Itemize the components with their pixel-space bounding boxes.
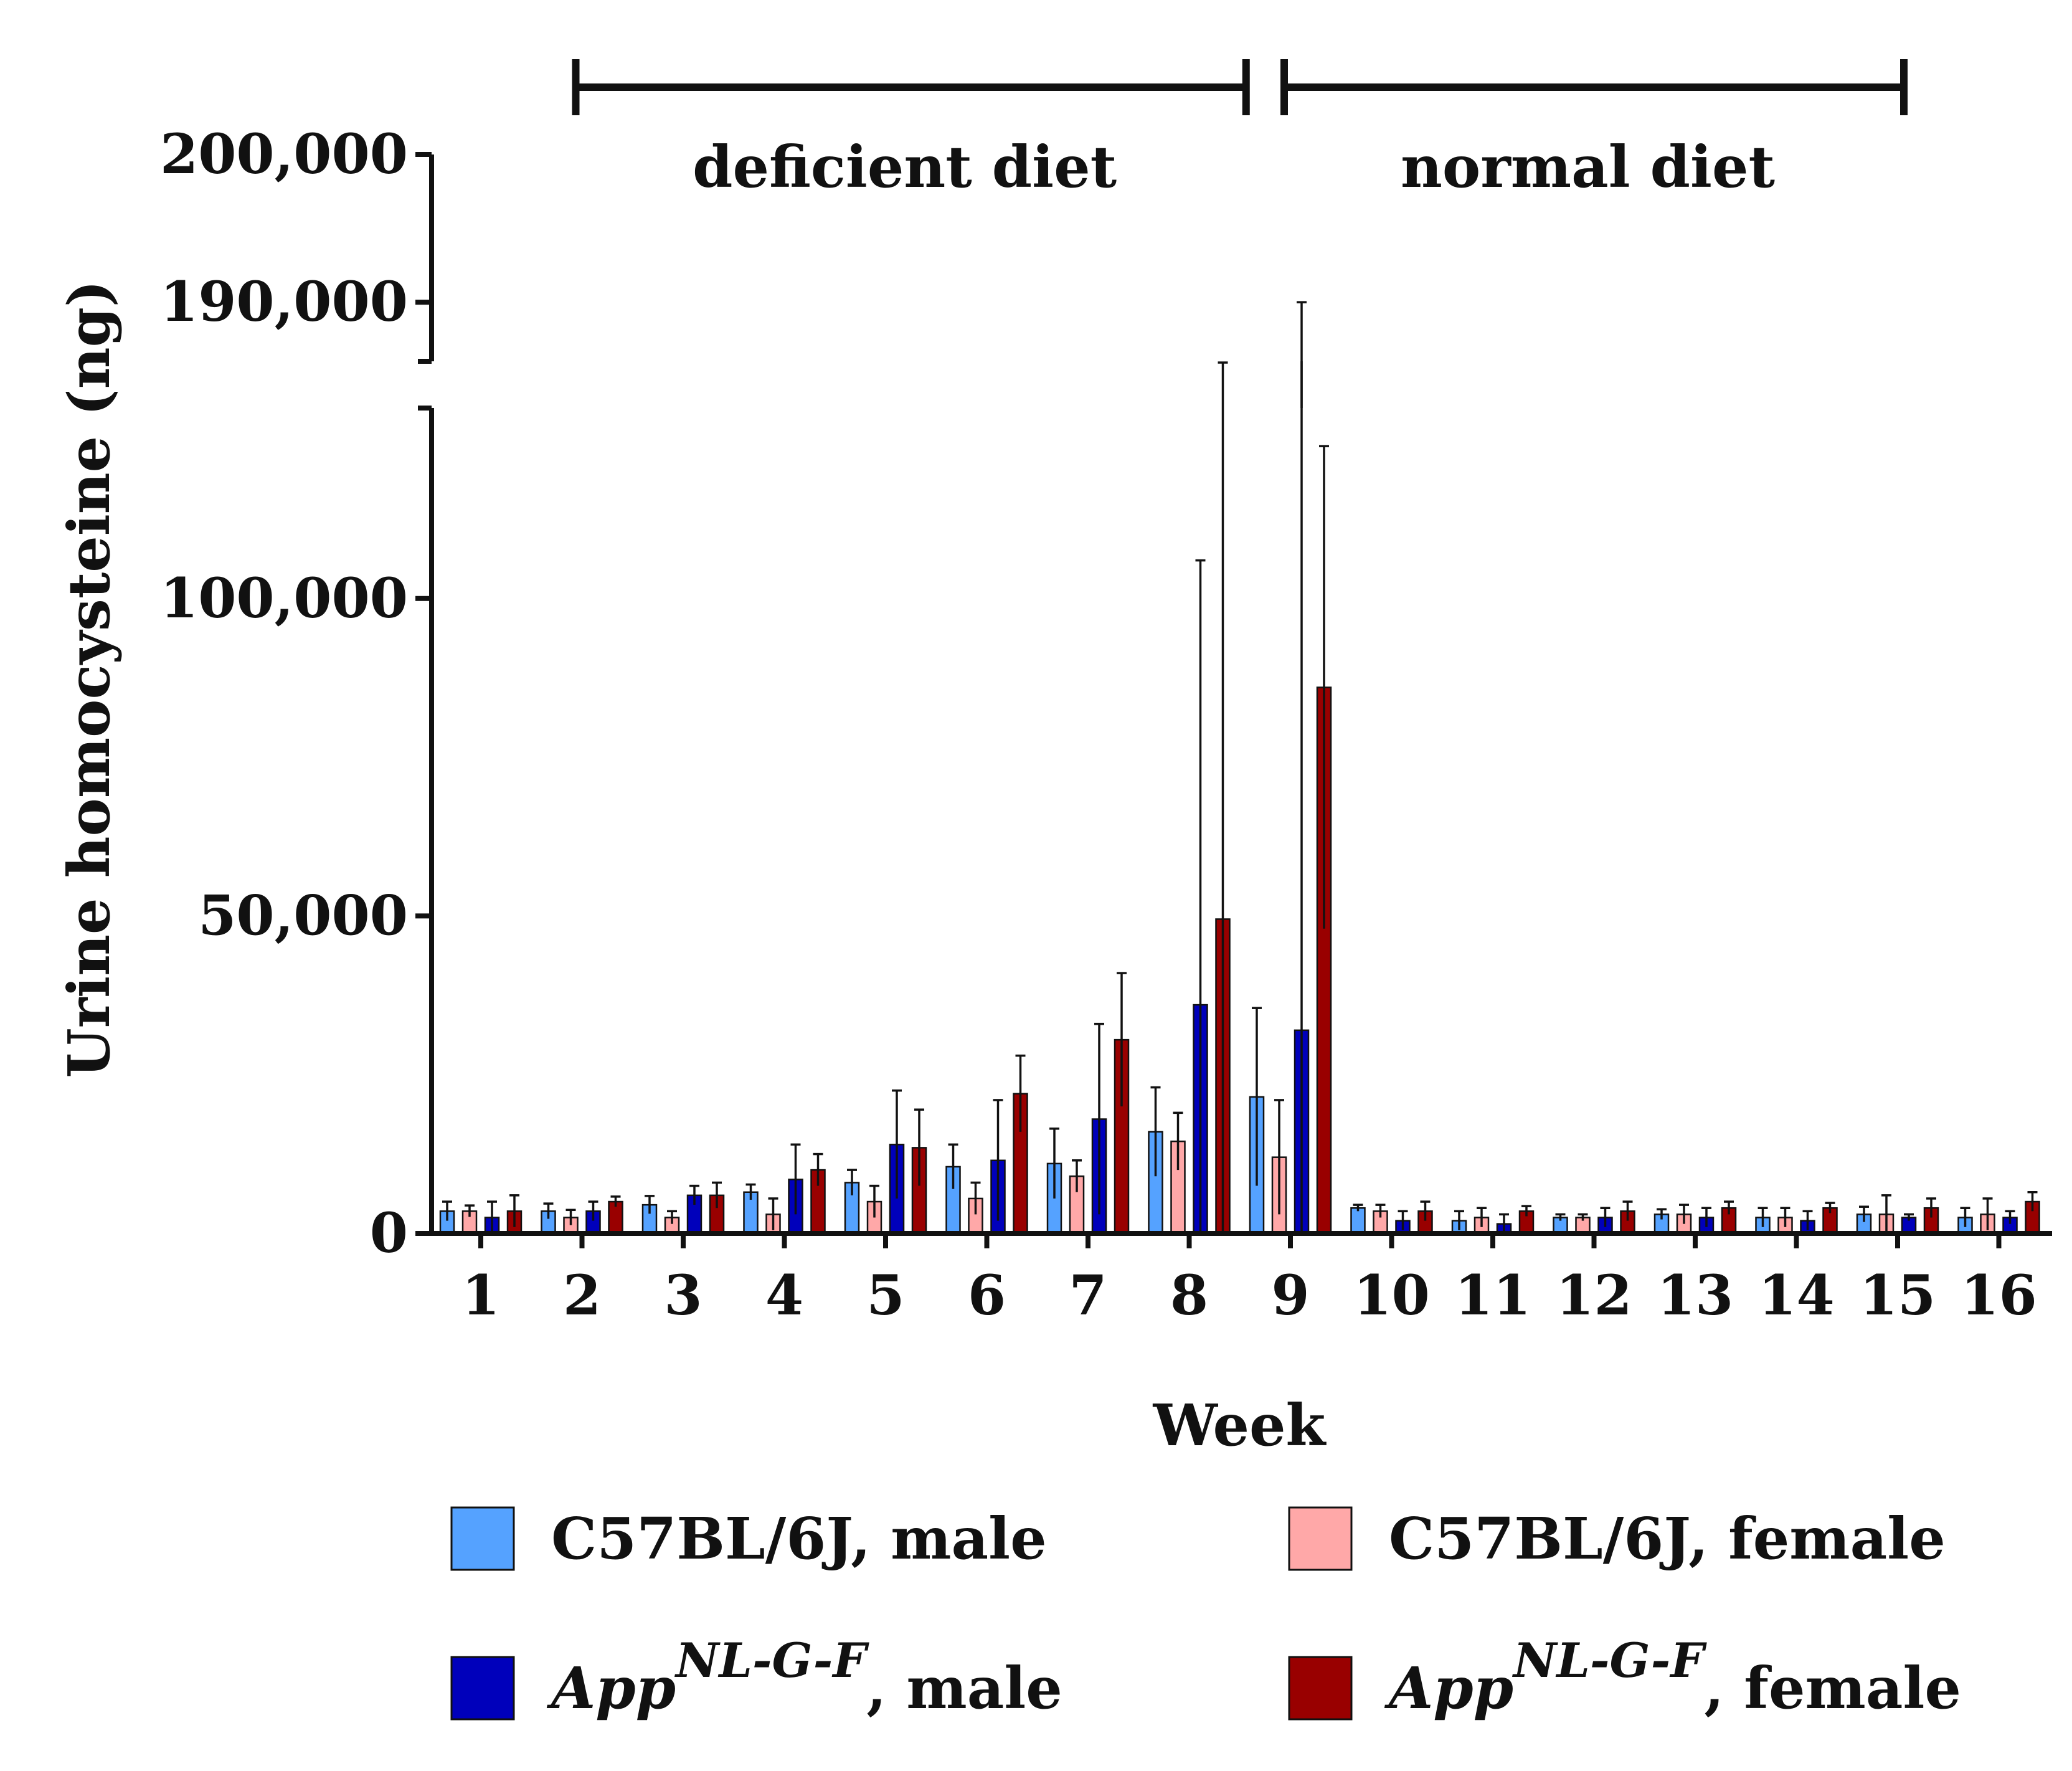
legend-item: AppNL-G-F, male [450, 1633, 1062, 1722]
legend-swatch [1288, 1656, 1353, 1721]
y-tick-label: 50,000 [198, 883, 408, 947]
legend-swatch [450, 1506, 515, 1571]
y-tick-label: 100,000 [160, 566, 408, 630]
legend-item: C57BL/6J, male [450, 1505, 1047, 1572]
legend-swatch [450, 1656, 515, 1721]
period-label: deficient diet [693, 133, 1117, 201]
x-tick-label: 11 [1455, 1263, 1531, 1327]
axes [415, 152, 434, 1236]
x-tick-label: 7 [1069, 1263, 1107, 1327]
bars [439, 686, 2040, 1235]
diet-periods: deficient diet normal diet [572, 59, 1908, 201]
x-axis-title: Week [1153, 1392, 1327, 1459]
x-axis-baseline [429, 1231, 2052, 1248]
x-tick-label: 3 [664, 1263, 702, 1327]
y-tick-label: 200,000 [160, 121, 408, 186]
x-tick-label: 9 [1271, 1263, 1309, 1327]
legend-label: AppNL-G-F, male [546, 1633, 1062, 1722]
x-tick-label: 15 [1860, 1263, 1936, 1327]
x-tick-label: 1 [461, 1263, 499, 1327]
x-tick-label: 12 [1556, 1263, 1632, 1327]
legend-label: AppNL-G-F, female [1384, 1633, 1961, 1722]
x-tick-label: 4 [765, 1263, 803, 1327]
legend-item: AppNL-G-F, female [1288, 1633, 1961, 1722]
y-tick-label: 0 [370, 1200, 408, 1265]
legend-swatch [1288, 1506, 1353, 1571]
x-tick-label: 14 [1758, 1263, 1834, 1327]
legend-label: C57BL/6J, male [551, 1505, 1047, 1572]
bar [1350, 1207, 1366, 1235]
x-tick-label: 5 [866, 1263, 904, 1327]
legend-label: C57BL/6J, female [1389, 1505, 1946, 1572]
x-tick-label: 16 [1961, 1263, 2037, 1327]
legend-item: C57BL/6J, female [1288, 1505, 1946, 1572]
x-tick-label: 8 [1170, 1263, 1208, 1327]
x-tick-label: 13 [1657, 1263, 1733, 1327]
x-tick-label: 10 [1353, 1263, 1429, 1327]
y-axis-title: Urine homocysteine (ng) [55, 280, 123, 1078]
x-tick-label: 6 [968, 1263, 1006, 1327]
y-tick-label: 190,000 [160, 269, 408, 334]
period-label: normal diet [1401, 133, 1775, 201]
x-tick-label: 2 [563, 1263, 601, 1327]
error-bars [442, 301, 2038, 1233]
legend: C57BL/6J, male C57BL/6J, female AppNL-G-F,… [450, 1505, 1961, 1722]
